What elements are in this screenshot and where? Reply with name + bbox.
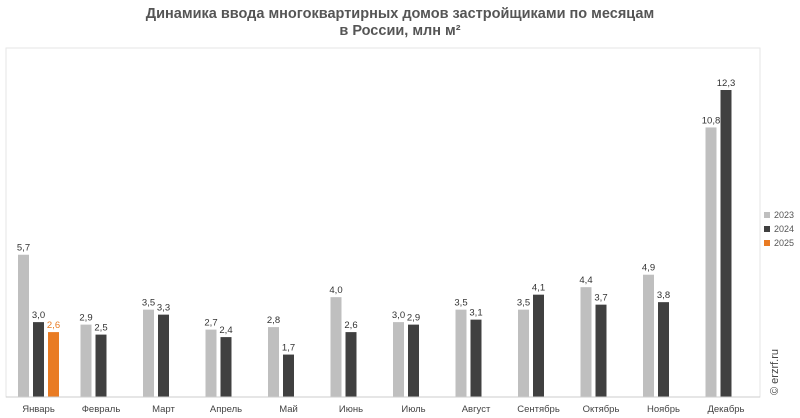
x-tick-label: Февраль <box>82 404 121 415</box>
data-label-2023-6: 4,0 <box>329 285 342 296</box>
data-label-2024-4: 2,4 <box>219 325 232 336</box>
chart-legend: 2023 2024 2025 <box>764 208 794 250</box>
bar-2024-2 <box>95 334 107 397</box>
data-label-2024-12: 12,3 <box>717 78 736 89</box>
x-tick-label: Июнь <box>339 404 363 415</box>
chart-subtitle: в России, млн м² <box>339 23 461 39</box>
data-label-2024-5: 1,7 <box>282 343 295 354</box>
bar-2023-4 <box>205 329 217 397</box>
data-label-2024-8: 3,1 <box>469 308 482 319</box>
bar-2024-9 <box>533 294 544 397</box>
data-label-2023-5: 2,8 <box>267 315 280 326</box>
data-label-2024-3: 3,3 <box>157 303 170 314</box>
bar-2024-7 <box>408 324 419 397</box>
chart-title: Динамика ввода многоквартирных домов зас… <box>145 6 655 22</box>
bar-2023-10 <box>580 287 592 397</box>
bar-2024-1 <box>33 322 44 397</box>
bar-2024-5 <box>283 354 294 397</box>
x-tick-label: Апрель <box>210 404 242 415</box>
data-label-2023-4: 2,7 <box>204 318 217 329</box>
x-tick-label: Ноябрь <box>647 404 680 415</box>
x-tick-label: Январь <box>22 404 55 415</box>
bar-2023-3 <box>143 309 154 397</box>
legend-swatch-2025 <box>764 240 770 246</box>
bar-2023-2 <box>80 324 92 397</box>
data-label-2024-6: 2,6 <box>344 320 357 331</box>
x-tick-label: Октябрь <box>583 404 620 415</box>
bar-2023-12 <box>705 127 717 397</box>
x-tick-label: Май <box>279 404 298 415</box>
bar-2023-6 <box>330 297 342 397</box>
x-tick-label: Декабрь <box>707 404 744 415</box>
data-label-2024-7: 2,9 <box>407 313 420 324</box>
legend-label-2024: 2024 <box>774 224 795 234</box>
bar-2023-8 <box>455 309 467 397</box>
bar-2023-11 <box>643 274 654 397</box>
legend-item-2025: 2025 <box>764 236 794 250</box>
data-label-2024-11: 3,8 <box>657 290 670 301</box>
chart-title-block: Динамика ввода многоквартирных домов зас… <box>0 6 800 40</box>
legend-swatch-2024 <box>764 226 770 232</box>
data-label-2024-1: 3,0 <box>32 310 45 321</box>
watermark: © erzrf.ru <box>769 349 781 395</box>
bar-2024-4 <box>220 337 232 397</box>
x-tick-label: Март <box>152 404 175 415</box>
data-label-2023-8: 3,5 <box>454 298 467 309</box>
legend-label-2025: 2025 <box>774 238 795 248</box>
legend-label-2023: 2023 <box>774 210 795 220</box>
data-label-2023-12: 10,8 <box>702 115 721 126</box>
bar-2024-8 <box>470 319 482 397</box>
data-label-2023-11: 4,9 <box>642 263 655 274</box>
data-label-2024-10: 3,7 <box>594 293 607 304</box>
x-tick-label: Август <box>462 404 491 415</box>
bar-2024-10 <box>595 304 607 397</box>
data-label-2023-3: 3,5 <box>142 298 155 309</box>
x-tick-label: Сентябрь <box>517 404 560 415</box>
data-label-2023-10: 4,4 <box>579 275 592 286</box>
bar-2024-12 <box>720 90 732 397</box>
data-label-2025-1: 2,6 <box>47 320 60 331</box>
data-label-2024-2: 2,5 <box>94 323 107 334</box>
bar-2023-5 <box>268 327 279 397</box>
bar-2024-3 <box>158 314 169 397</box>
bar-2023-1 <box>18 254 29 397</box>
legend-item-2023: 2023 <box>764 208 794 222</box>
bar-2024-6 <box>345 332 357 397</box>
data-label-2023-1: 5,7 <box>17 243 30 254</box>
data-label-2024-9: 4,1 <box>532 283 545 294</box>
data-label-2023-7: 3,0 <box>392 310 405 321</box>
bar-2024-11 <box>658 302 669 397</box>
data-label-2023-9: 3,5 <box>517 298 530 309</box>
legend-swatch-2023 <box>764 212 770 218</box>
legend-item-2024: 2024 <box>764 222 794 236</box>
bar-2023-9 <box>518 309 529 397</box>
bar-2025-1 <box>48 332 59 397</box>
bar-2023-7 <box>393 322 404 397</box>
data-label-2023-2: 2,9 <box>79 313 92 324</box>
x-tick-label: Июль <box>401 404 425 415</box>
